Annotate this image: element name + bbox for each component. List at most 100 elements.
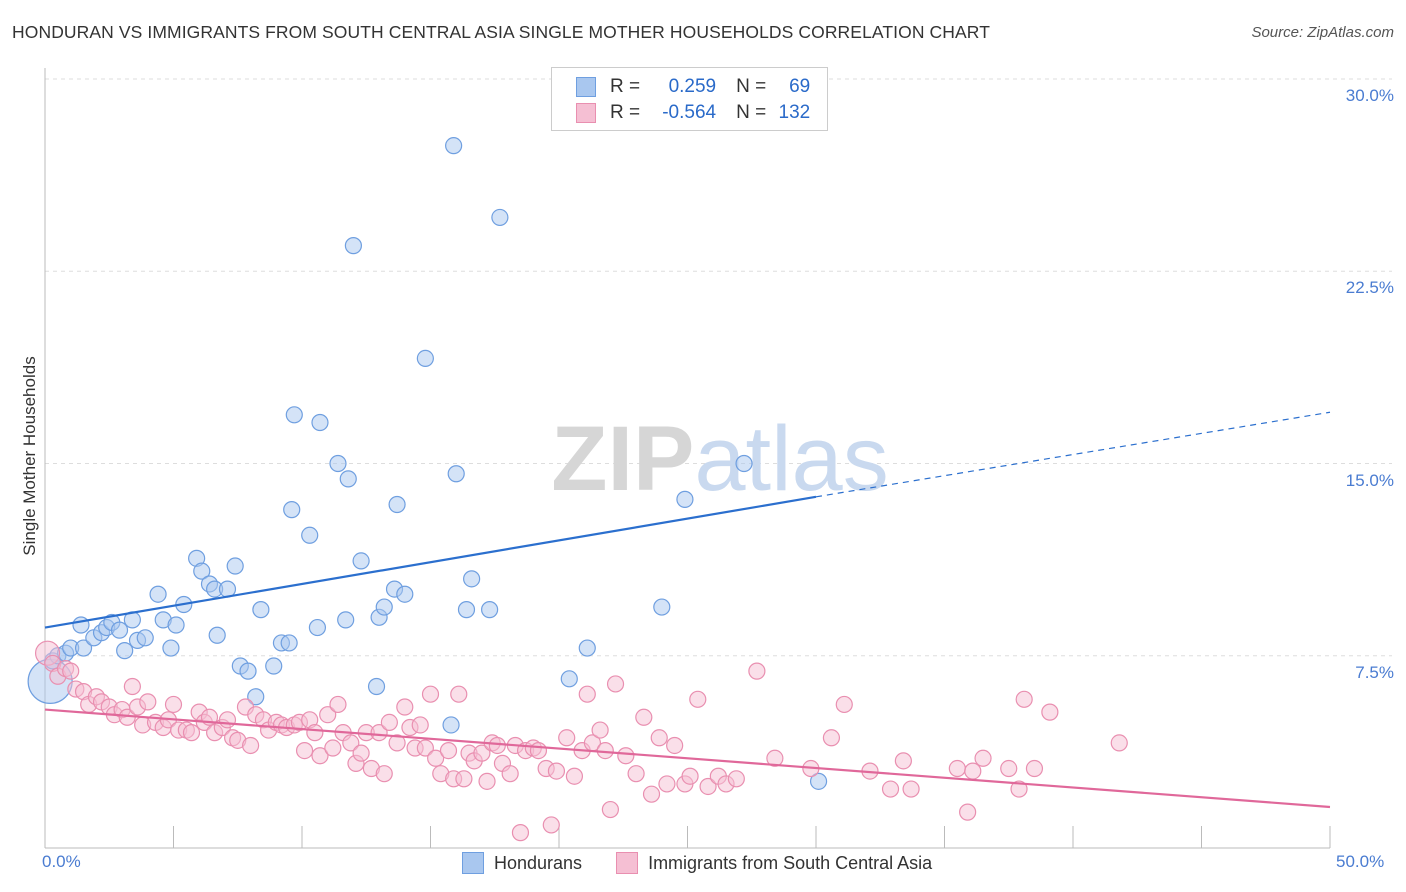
data-point [1110, 734, 1128, 752]
data-point [375, 765, 393, 783]
data-point [463, 570, 481, 588]
series-legend-label-immigrants: Immigrants from South Central Asia [648, 852, 933, 873]
data-point [319, 706, 337, 724]
chart-title: HONDURAN VS IMMIGRANTS FROM SOUTH CENTRA… [12, 22, 990, 42]
data-point [473, 744, 491, 762]
data-point [727, 770, 745, 788]
watermark-atlas: atlas [694, 408, 888, 510]
series-legend: Hondurans Immigrants from South Central … [462, 852, 966, 874]
series-immigrants-south-central-asia [34, 640, 1128, 842]
data-point [529, 741, 548, 760]
data-point [311, 413, 329, 432]
data-point [380, 713, 398, 731]
data-point [239, 662, 257, 680]
y-tick-label-1: 15.0% [1345, 470, 1394, 490]
data-point [735, 454, 753, 473]
trend-line-0 [44, 495, 817, 629]
data-point [1000, 759, 1018, 778]
data-point [218, 711, 237, 729]
data-point [352, 552, 370, 570]
data-point [653, 598, 671, 616]
data-point [447, 465, 465, 483]
series-legend-swatch-hondurans [462, 852, 484, 874]
legend-r-label: R = [610, 102, 641, 123]
data-point [959, 803, 977, 821]
data-point [578, 639, 596, 657]
data-point [835, 695, 853, 714]
data-point [149, 585, 167, 603]
data-point [416, 739, 434, 757]
data-point [488, 736, 506, 755]
data-point [766, 749, 784, 767]
data-point [283, 501, 301, 519]
data-point [324, 739, 342, 757]
data-point [139, 693, 157, 711]
data-point [565, 767, 584, 785]
data-point [308, 618, 327, 637]
data-point [542, 816, 560, 834]
legend-row-immigrants: R = -0.564 N = 132 [576, 101, 810, 125]
data-point [116, 642, 134, 660]
data-point [367, 677, 386, 696]
y-tick-label-3: 30.0% [1345, 86, 1394, 105]
x-tick-label-min: 0.0% [42, 852, 81, 871]
data-point [591, 721, 609, 739]
watermark-zip: ZIP [551, 408, 694, 510]
data-point [242, 736, 260, 755]
grid-lines [45, 78, 1392, 657]
series-legend-swatch-immigrants [616, 852, 639, 874]
data-point [136, 629, 154, 647]
data-point [370, 724, 388, 742]
legend-r-value-immigrants: -0.564 [662, 102, 717, 123]
data-point [642, 785, 661, 803]
data-point [339, 470, 357, 488]
data-point [167, 616, 185, 634]
data-point [481, 601, 499, 619]
data-point [902, 780, 920, 798]
legend-n-value-hondurans: 69 [789, 76, 811, 97]
data-point [329, 695, 347, 714]
data-point [388, 495, 406, 514]
data-point [578, 685, 596, 703]
data-point [388, 734, 406, 752]
data-point [421, 685, 440, 703]
series-legend-label-hondurans: Hondurans [494, 852, 583, 873]
data-point [894, 752, 912, 770]
data-point [123, 677, 141, 696]
data-point [329, 454, 347, 473]
data-point [164, 695, 183, 714]
data-point [606, 675, 625, 693]
data-point [352, 744, 370, 762]
data-point [445, 137, 463, 155]
data-point [439, 741, 458, 760]
data-point [285, 406, 303, 424]
data-point [658, 775, 676, 793]
data-point [1015, 690, 1033, 708]
chart-source: Source: ZipAtlas.com [1251, 24, 1394, 41]
data-point [182, 724, 201, 742]
data-point [252, 601, 270, 619]
watermark: ZIPatlas [551, 408, 888, 510]
legend-n-label: N = [736, 102, 767, 123]
legend-r-value-hondurans: 0.259 [668, 76, 717, 97]
data-point [689, 690, 707, 708]
x-tick-label-max: 50.0% [1336, 852, 1385, 871]
data-point [558, 729, 576, 747]
data-point [442, 716, 460, 734]
data-point [280, 634, 298, 652]
legend-swatch-immigrants [576, 103, 596, 123]
data-point [295, 741, 314, 760]
data-point [375, 598, 393, 616]
data-point [748, 662, 766, 680]
data-point [491, 208, 509, 227]
legend-r-label: R = [610, 76, 641, 97]
data-point [301, 526, 319, 544]
data-point [344, 237, 362, 255]
trend-lines [44, 411, 1331, 809]
data-point [974, 749, 992, 767]
data-point [627, 765, 645, 783]
data-point [676, 490, 694, 508]
legend-swatch-hondurans [576, 77, 596, 97]
data-point [635, 708, 653, 726]
